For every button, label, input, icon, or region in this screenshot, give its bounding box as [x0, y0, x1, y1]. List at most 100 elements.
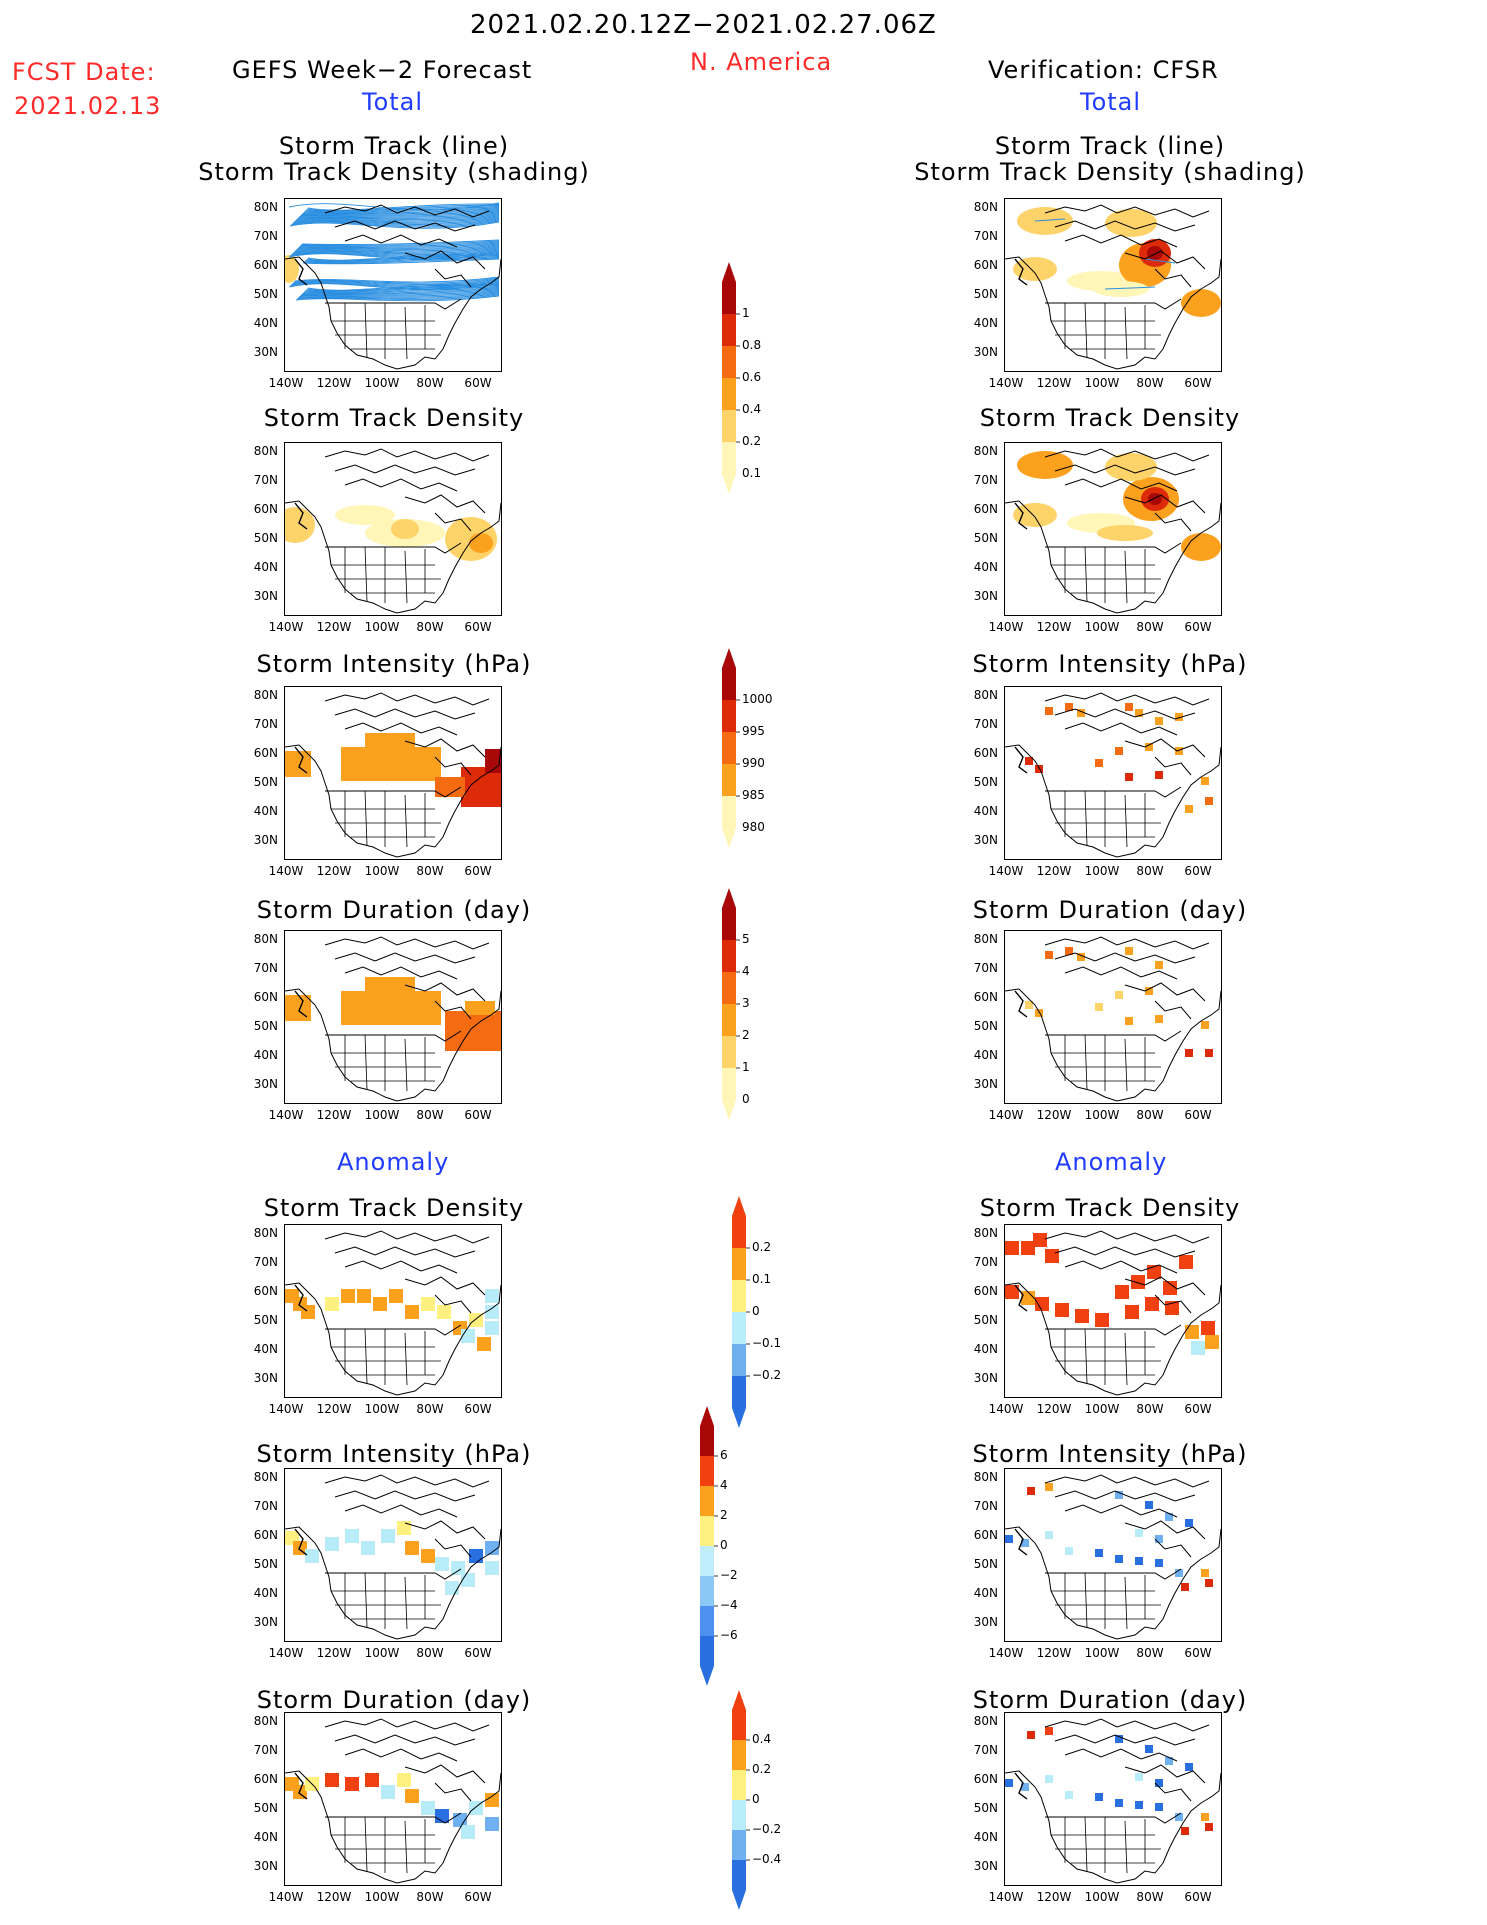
lat-tick-label: 50N	[973, 1019, 998, 1033]
panel-title-duration-left: Storm Duration (day)	[256, 896, 532, 924]
lat-tick-label: 40N	[253, 560, 278, 574]
lon-tick-label: 120W	[1036, 864, 1072, 878]
lon-tick-label: 140W	[268, 864, 304, 878]
colorbar-tick-label: 0	[752, 1792, 760, 1806]
map-ianom-verification	[1004, 1468, 1222, 1642]
panel-title-duration-right: Storm Duration (day)	[972, 896, 1248, 924]
lat-tick-label: 60N	[253, 1284, 278, 1298]
lon-tick-label: 100W	[1084, 376, 1120, 390]
lon-tick-label: 60W	[1184, 620, 1212, 634]
lat-tick-label: 50N	[253, 1557, 278, 1571]
lon-tick-label: 80W	[416, 376, 444, 390]
lat-tick-label: 70N	[973, 1499, 998, 1513]
lat-tick-label: 70N	[973, 1255, 998, 1269]
lat-tick-label: 60N	[253, 502, 278, 516]
lon-tick-label: 80W	[1136, 376, 1164, 390]
lat-tick-label: 40N	[973, 804, 998, 818]
lon-tick-label: 100W	[1084, 864, 1120, 878]
panel-title-track-left-2: Storm Track Density (shading)	[198, 158, 590, 186]
lon-tick-label: 100W	[364, 1402, 400, 1416]
lon-tick-label: 60W	[464, 1108, 492, 1122]
lat-tick-label: 50N	[973, 287, 998, 301]
colorbar-tick-label: 1	[742, 1060, 750, 1074]
map-track-forecast	[284, 198, 502, 372]
colorbar-tick-label: 990	[742, 756, 765, 770]
colorbar-tick-label: 0	[720, 1538, 728, 1552]
map-danom-forecast	[284, 1224, 502, 1398]
lon-tick-label: 140W	[268, 1890, 304, 1904]
lat-tick-label: 30N	[973, 833, 998, 847]
lon-tick-label: 140W	[988, 864, 1024, 878]
lon-tick-label: 100W	[364, 1890, 400, 1904]
lat-tick-label: 50N	[253, 1019, 278, 1033]
lon-tick-label: 100W	[1084, 1646, 1120, 1660]
colorbar-tick-label: 0.8	[742, 338, 762, 352]
lon-tick-label: 60W	[464, 620, 492, 634]
lat-tick-label: 70N	[973, 473, 998, 487]
lat-tick-label: 60N	[253, 1772, 278, 1786]
map-duration-forecast	[284, 930, 502, 1104]
lon-tick-label: 80W	[416, 1646, 444, 1660]
lon-tick-label: 140W	[268, 620, 304, 634]
map-duranom-forecast	[284, 1712, 502, 1886]
fcst-date-value: 2021.02.13	[14, 92, 162, 120]
colorbar-tick-label: −6	[720, 1628, 738, 1642]
lon-tick-label: 100W	[364, 1108, 400, 1122]
colorbar-tick-label: 2	[742, 1028, 750, 1042]
lat-tick-label: 80N	[253, 688, 278, 702]
lon-tick-label: 80W	[416, 1890, 444, 1904]
map-intensity-verification	[1004, 686, 1222, 860]
lat-tick-label: 50N	[253, 531, 278, 545]
lon-tick-label: 100W	[1084, 1402, 1120, 1416]
verification-anomaly-label: Anomaly	[1055, 1148, 1168, 1176]
lat-tick-label: 30N	[973, 1615, 998, 1629]
lon-tick-label: 120W	[1036, 1890, 1072, 1904]
lat-tick-label: 80N	[253, 444, 278, 458]
lat-tick-label: 50N	[973, 531, 998, 545]
lat-tick-label: 80N	[253, 1226, 278, 1240]
lon-tick-label: 120W	[1036, 1646, 1072, 1660]
lat-tick-label: 70N	[973, 1743, 998, 1757]
lon-tick-label: 140W	[268, 1402, 304, 1416]
lon-tick-label: 140W	[268, 376, 304, 390]
colorbar-tick-label: 0.4	[752, 1732, 772, 1746]
colorbar-tick-label: 0.1	[742, 466, 762, 480]
colorbar-tick-label: −0.2	[752, 1368, 782, 1382]
lon-tick-label: 120W	[1036, 620, 1072, 634]
lon-tick-label: 140W	[268, 1108, 304, 1122]
lat-tick-label: 30N	[253, 1615, 278, 1629]
lat-tick-label: 40N	[973, 316, 998, 330]
colorbar-tick-label: 0	[752, 1304, 760, 1318]
verification-title: Verification: CFSR	[988, 56, 1219, 84]
panel-title-intensity-anom-right: Storm Intensity (hPa)	[972, 1440, 1248, 1468]
lon-tick-label: 140W	[268, 1646, 304, 1660]
lat-tick-label: 40N	[253, 804, 278, 818]
lat-tick-label: 80N	[973, 444, 998, 458]
lon-tick-label: 80W	[416, 1402, 444, 1416]
lat-tick-label: 40N	[973, 1342, 998, 1356]
panel-title-intensity-right: Storm Intensity (hPa)	[972, 650, 1248, 678]
lon-tick-label: 80W	[1136, 1646, 1164, 1660]
lat-tick-label: 70N	[253, 717, 278, 731]
lat-tick-label: 50N	[253, 287, 278, 301]
lat-tick-label: 70N	[253, 473, 278, 487]
lat-tick-label: 30N	[253, 345, 278, 359]
lat-tick-label: 50N	[973, 1557, 998, 1571]
lon-tick-label: 120W	[316, 1646, 352, 1660]
colorbar-tick-label: 0.1	[752, 1272, 772, 1286]
date-range: 2021.02.20.12Z−2021.02.27.06Z	[470, 10, 937, 40]
lon-tick-label: 60W	[1184, 1890, 1212, 1904]
colorbar-tick-label: 3	[742, 996, 750, 1010]
colorbar-tick-label: 980	[742, 820, 765, 834]
lon-tick-label: 140W	[988, 1108, 1024, 1122]
lat-tick-label: 60N	[973, 1284, 998, 1298]
map-track-verification	[1004, 198, 1222, 372]
forecast-anomaly-label: Anomaly	[337, 1148, 450, 1176]
lat-tick-label: 60N	[973, 990, 998, 1004]
map-intensity-forecast	[284, 686, 502, 860]
lat-tick-label: 80N	[253, 1714, 278, 1728]
colorbar-tick-label: 985	[742, 788, 765, 802]
colorbar-tick-label: 0.2	[752, 1762, 772, 1776]
colorbar-tick-label: 6	[720, 1448, 728, 1462]
colorbar-tick-label: −4	[720, 1598, 738, 1612]
